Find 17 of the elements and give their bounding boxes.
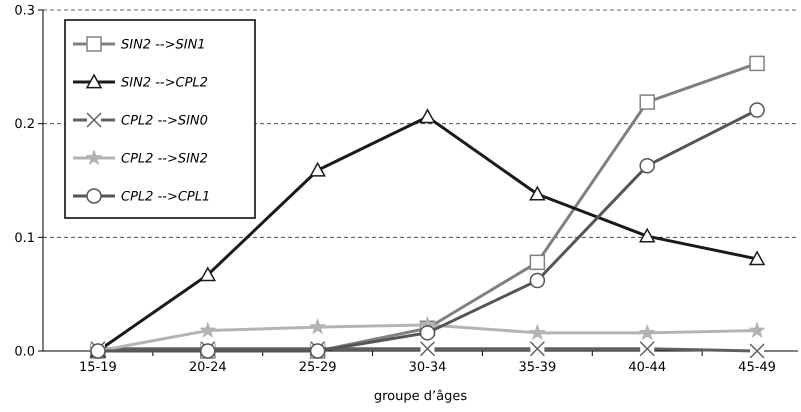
y-tick-label: 0.2 (14, 117, 35, 132)
legend-label: SIN2 -->SIN1 (121, 38, 206, 53)
y-tick-label: 0.1 (14, 230, 35, 246)
y-tick-label: 0.3 (14, 4, 35, 19)
legend-label: CPL2 -->SIN2 (121, 152, 208, 167)
y-tick-label: 0.0 (14, 344, 35, 360)
x-tick-label: 40-44 (628, 360, 666, 375)
x-axis-title: groupe d’âges (374, 389, 468, 404)
legend-label: CPL2 -->CPL1 (121, 190, 210, 205)
legend-label: CPL2 -->SIN0 (121, 114, 208, 129)
legend-label: SIN2 -->CPL2 (121, 76, 208, 91)
x-tick-label: 35-39 (518, 360, 556, 375)
x-tick-label: 20-24 (188, 360, 227, 375)
x-tick-label: 15-19 (79, 360, 117, 375)
x-tick-label: 30-34 (408, 360, 446, 375)
x-tick-label: 45-49 (738, 360, 776, 375)
x-tick-label: 25-29 (298, 360, 337, 375)
